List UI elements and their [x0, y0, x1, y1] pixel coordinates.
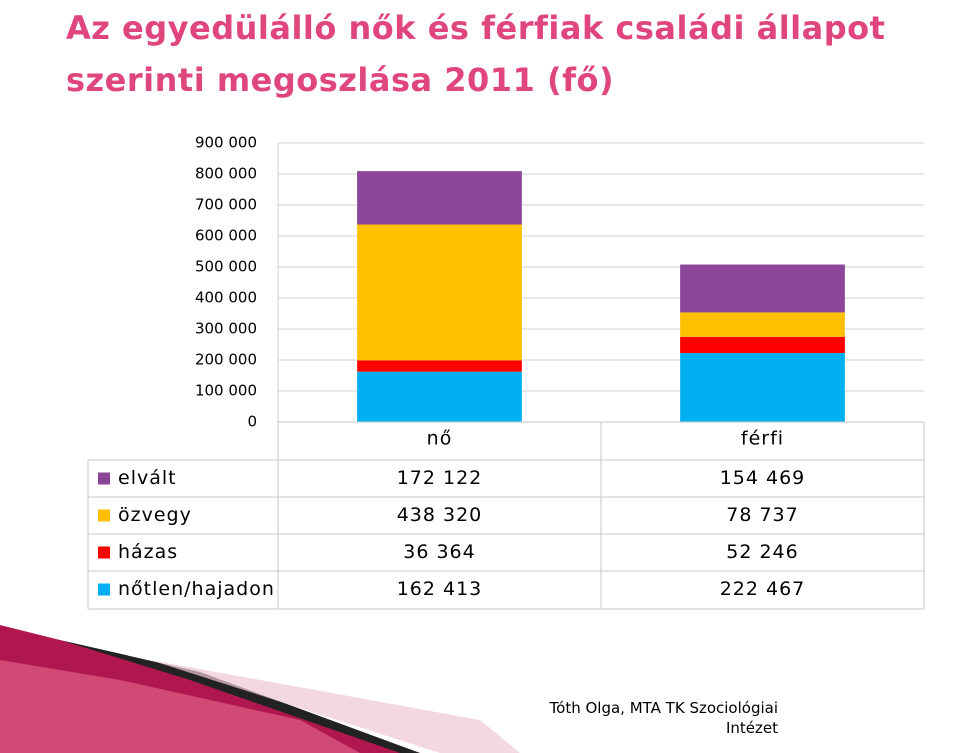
- slide-title: Az egyedülálló nők és férfiak családi ál…: [66, 9, 886, 99]
- bar-segment: [680, 264, 845, 313]
- table-value: 36 364: [403, 541, 475, 563]
- y-tick-label: 800 000: [195, 165, 257, 183]
- bar-segment: [680, 312, 845, 337]
- decoration: [150, 660, 520, 753]
- table-value: 78 737: [726, 504, 798, 526]
- legend-swatch: [98, 583, 110, 596]
- y-tick-label: 500 000: [195, 258, 257, 276]
- table-value: 438 320: [397, 504, 483, 526]
- legend-label: elvált: [118, 467, 177, 489]
- table-value: 162 413: [397, 578, 483, 600]
- y-tick-label: 700 000: [195, 196, 257, 214]
- y-tick-label: 600 000: [195, 227, 257, 245]
- footer: Tóth Olga, MTA TK Szociológiai Intézet: [549, 699, 778, 737]
- y-tick-label: 200 000: [195, 351, 257, 369]
- y-tick-label: 400 000: [195, 289, 257, 307]
- y-tick-label: 100 000: [195, 382, 257, 400]
- legend-swatch: [98, 472, 110, 485]
- bar-segment: [680, 353, 845, 422]
- decoration: [60, 640, 420, 753]
- legend-label: özvegy: [118, 504, 192, 526]
- table-value: 172 122: [397, 467, 483, 489]
- bar-segment: [357, 224, 522, 361]
- bar-segment: [357, 371, 522, 422]
- legend-label: nőtlen/hajadon: [118, 578, 275, 600]
- x-tick-label: férfi: [741, 428, 784, 450]
- y-tick-label: 0: [247, 413, 257, 431]
- decoration: [0, 660, 360, 753]
- bar-segment: [680, 336, 845, 354]
- legend-label: házas: [118, 541, 178, 563]
- table-value: 154 469: [720, 467, 806, 489]
- y-tick-label: 900 000: [195, 134, 257, 152]
- bar-segment: [357, 171, 522, 225]
- legend-swatch: [98, 509, 110, 522]
- table-value: 222 467: [720, 578, 806, 600]
- x-tick-label: nő: [427, 428, 453, 450]
- legend-swatch: [98, 546, 110, 559]
- y-tick-label: 300 000: [195, 320, 257, 338]
- table-value: 52 246: [726, 541, 798, 563]
- bar-segment: [357, 360, 522, 372]
